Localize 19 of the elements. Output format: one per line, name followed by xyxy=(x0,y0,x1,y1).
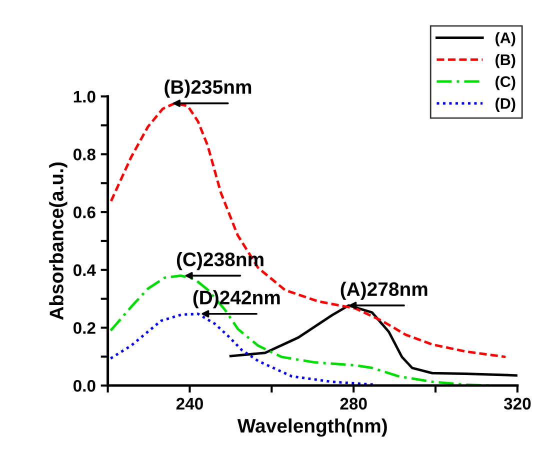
y-tick-label: 0.8 xyxy=(73,148,96,160)
legend-label: (A) xyxy=(496,32,516,46)
y-axis-title: Absorbance(a.u.) xyxy=(49,162,68,320)
y-tick-label: 0.4 xyxy=(73,264,96,276)
y-tick-label: 1.0 xyxy=(74,90,96,103)
x-tick-label: 280 xyxy=(340,398,367,410)
annotation: (D)242nm xyxy=(193,290,280,308)
x-tick-label: 320 xyxy=(504,398,531,410)
legend-label: (D) xyxy=(496,98,516,112)
annotation: (A)278nm xyxy=(340,282,428,300)
x-axis-title: Wavelength(nm) xyxy=(237,418,387,437)
y-tick-label: 0.6 xyxy=(73,206,96,218)
legend-label: (B) xyxy=(496,54,516,68)
annotation: (B)235nm xyxy=(164,80,252,98)
y-tick-label: 0.0 xyxy=(73,380,96,392)
legend-label: (C) xyxy=(496,76,516,90)
y-tick-label: 0.2 xyxy=(73,322,96,334)
x-tick-label: 240 xyxy=(176,398,203,410)
annotation: (C)238nm xyxy=(176,252,264,270)
